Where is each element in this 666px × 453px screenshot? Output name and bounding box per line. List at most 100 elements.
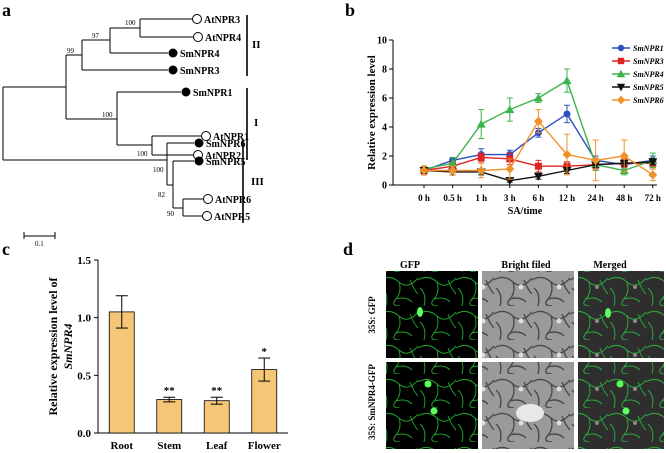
micrograph-gfp-control bbox=[386, 271, 478, 358]
bootstrap-value: 100 bbox=[153, 166, 164, 174]
data-point bbox=[477, 153, 485, 161]
leaf-label: SmNPR1 bbox=[193, 88, 232, 99]
data-point bbox=[505, 105, 515, 114]
leaf-label: AtNPR5 bbox=[214, 212, 250, 223]
legend-label: SmNPR1 bbox=[633, 44, 664, 53]
leaf-marker-filled bbox=[181, 87, 191, 97]
x-tick-label: 0 h bbox=[418, 193, 430, 203]
x-tick-label: 1 h bbox=[475, 193, 487, 203]
micrograph-brightfield-control bbox=[482, 271, 574, 358]
x-tick-label: 0.5 h bbox=[443, 193, 462, 203]
data-point bbox=[563, 110, 571, 118]
data-point bbox=[648, 158, 658, 167]
legend-marker bbox=[616, 69, 626, 78]
x-tick-label: 48 h bbox=[616, 193, 632, 203]
significance-mark: ** bbox=[164, 385, 176, 397]
bootstrap-value: 99 bbox=[67, 47, 75, 55]
leaf-label: AtNPR3 bbox=[204, 15, 240, 26]
series-smnpr6: SmNPR6 bbox=[419, 95, 664, 182]
y-tick-label: 1.5 bbox=[77, 255, 91, 267]
leaf-marker-open bbox=[202, 211, 212, 221]
significance-mark: ** bbox=[211, 385, 223, 397]
x-tick-label: Leaf bbox=[206, 440, 228, 452]
data-point bbox=[448, 158, 458, 167]
leaf-marker-open bbox=[203, 194, 213, 204]
x-axis-title: SA/time bbox=[508, 206, 543, 217]
leaf-label: SmNPR4 bbox=[180, 49, 219, 60]
micrograph-merged-smnpr4 bbox=[578, 362, 664, 449]
leaf-label: SmNPR5 bbox=[206, 157, 245, 168]
clade-label-II: II bbox=[252, 39, 261, 51]
data-point bbox=[591, 155, 601, 165]
legend-marker bbox=[616, 95, 626, 105]
bootstrap-value: 90 bbox=[167, 210, 175, 218]
y-tick-label: 8 bbox=[382, 65, 387, 76]
y-tick-label: 4 bbox=[382, 123, 387, 134]
x-tick-label: Root bbox=[110, 440, 133, 452]
row-label-35s-smnpr4-gfp: 35S: SmNPR4-GFP bbox=[367, 364, 377, 440]
micrograph-gfp-smnpr4 bbox=[386, 362, 478, 449]
data-point bbox=[533, 172, 543, 181]
legend-label: SmNPR6 bbox=[633, 96, 664, 105]
data-point bbox=[505, 164, 515, 174]
x-tick-label: Flower bbox=[248, 440, 281, 452]
y-tick-label: 2 bbox=[382, 152, 387, 163]
x-tick-label: 12 h bbox=[559, 193, 575, 203]
legend-marker bbox=[617, 57, 625, 65]
clade-brackets bbox=[242, 15, 248, 223]
data-point bbox=[448, 166, 458, 175]
y-axis-title: Relative expression level bbox=[366, 55, 378, 170]
micrograph-merged-control bbox=[578, 271, 664, 358]
tissue-expression-bar-chart: 0.0 0.5 1.0 1.5 Relative expression level of… bbox=[46, 255, 288, 452]
scale-bar bbox=[23, 232, 56, 239]
x-tick-label: 6 h bbox=[533, 193, 545, 203]
y-tick-label: 1.0 bbox=[77, 313, 91, 325]
leaf-marker-open bbox=[193, 32, 203, 42]
bootstrap-value: 82 bbox=[158, 191, 166, 199]
data-point bbox=[534, 162, 542, 170]
legend-marker bbox=[617, 44, 625, 52]
bootstrap-value: 100 bbox=[125, 19, 136, 27]
data-point bbox=[476, 119, 486, 128]
y-axis-title: Relative expression level of bbox=[46, 276, 60, 415]
legend-marker bbox=[616, 83, 626, 92]
leaf-label: AtNPR4 bbox=[205, 33, 241, 44]
legend-label: SmNPR3 bbox=[633, 57, 664, 66]
column-label-merged: Merged bbox=[593, 260, 627, 271]
data-point bbox=[476, 166, 486, 175]
significance-mark: * bbox=[262, 346, 268, 358]
phylogenetic-tree bbox=[2, 18, 203, 217]
panel-label-b: b bbox=[345, 0, 355, 20]
leaf-label: SmNPR3 bbox=[180, 66, 219, 77]
bar-stem bbox=[156, 399, 183, 434]
panel-label-a: a bbox=[2, 0, 11, 20]
data-point bbox=[419, 166, 429, 175]
bootstrap-value: 97 bbox=[92, 32, 100, 40]
clade-label-I: I bbox=[254, 117, 258, 129]
leaf-marker-open bbox=[201, 131, 211, 141]
clade-label-III: III bbox=[251, 176, 264, 188]
panel-label-d: d bbox=[343, 239, 353, 259]
y-axis-title-gene: SmNPR4 bbox=[61, 323, 75, 369]
leaf-marker-open bbox=[192, 14, 202, 24]
expression-time-course-chart: 0 2 4 6 8 10 0 h 0.5 h 1 h 3 h 6 h 12 h 24 h 48 h 72 h… bbox=[366, 36, 664, 218]
legend-label: SmNPR5 bbox=[633, 83, 664, 92]
bar-root bbox=[108, 311, 135, 434]
leaf-label: AtNPR2 bbox=[205, 151, 241, 162]
y-tick-label: 10 bbox=[377, 36, 387, 47]
x-tick-label: Stem bbox=[157, 440, 181, 452]
leaf-label: AtNPR1 bbox=[213, 132, 249, 143]
leaf-label: SmNPR6 bbox=[206, 139, 245, 150]
data-point bbox=[533, 116, 543, 126]
data-point bbox=[562, 150, 572, 160]
row-label-35s-gfp: 35S: GFP bbox=[367, 296, 377, 334]
leaf-marker-filled bbox=[168, 48, 178, 58]
tree-leaves: AtNPR3 AtNPR4 SmNPR4 SmNPR3 SmNPR1 AtNPR… bbox=[168, 14, 251, 223]
data-point bbox=[533, 93, 543, 102]
bootstrap-values: 100 97 99 100 100 100 82 90 bbox=[67, 19, 175, 218]
x-tick-label: 3 h bbox=[504, 193, 516, 203]
column-label-gfp: GFP bbox=[400, 260, 420, 271]
leaf-label: AtNPR6 bbox=[215, 195, 251, 206]
leaf-marker-filled bbox=[194, 138, 204, 148]
bar-leaf bbox=[203, 400, 230, 434]
